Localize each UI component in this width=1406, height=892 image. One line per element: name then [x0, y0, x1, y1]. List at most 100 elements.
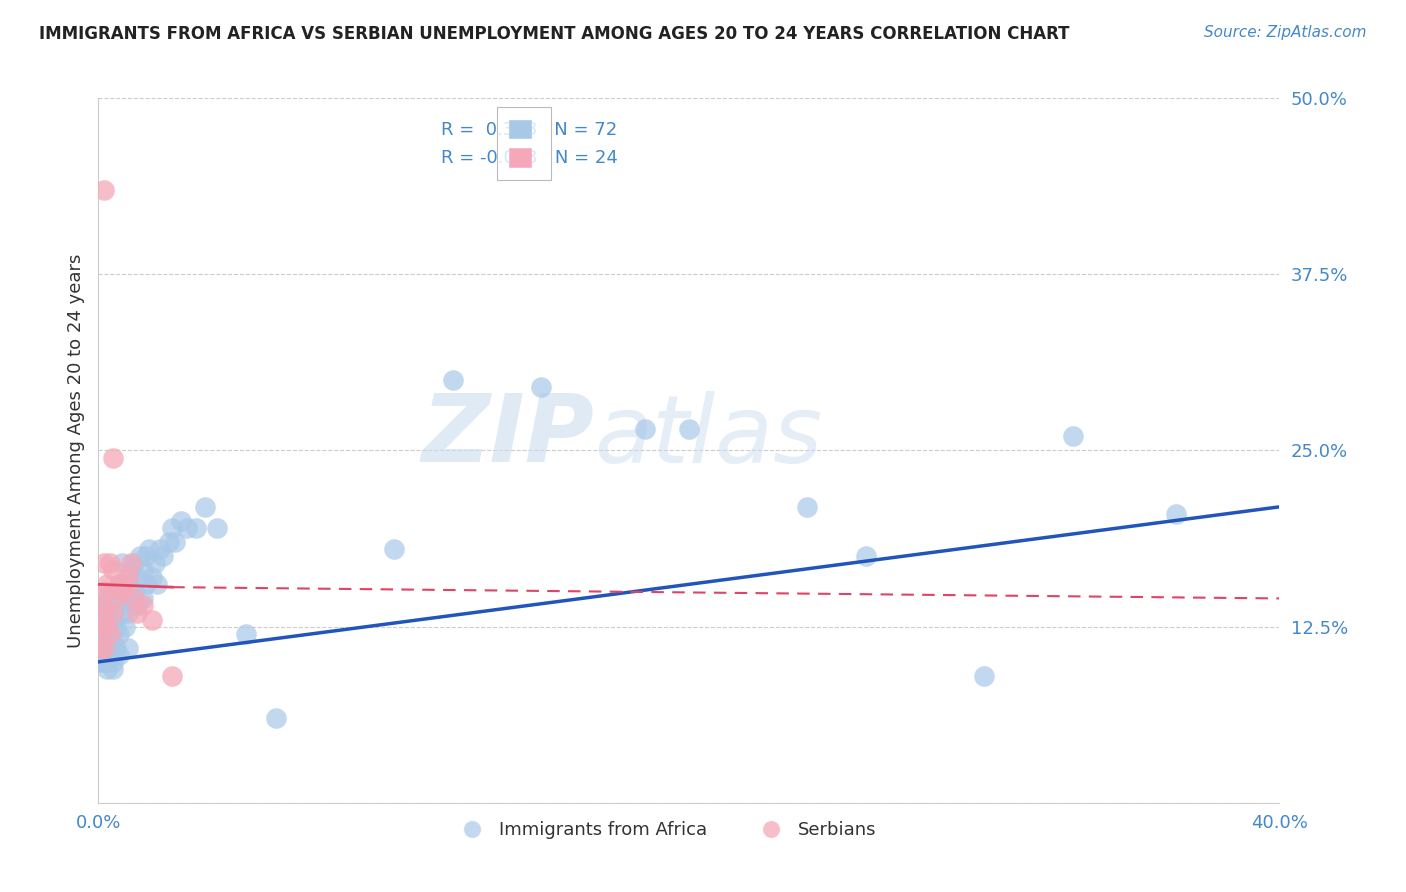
Point	[98, 619, 121, 633]
Point	[117, 606, 139, 620]
Point	[194, 500, 217, 514]
Point	[149, 542, 172, 557]
Point	[855, 549, 877, 564]
Point	[103, 584, 125, 599]
Point	[103, 606, 125, 620]
Text: Source: ZipAtlas.com: Source: ZipAtlas.com	[1204, 25, 1367, 40]
Point	[93, 556, 115, 570]
Point	[135, 577, 157, 591]
Point	[96, 619, 118, 633]
Point	[111, 556, 134, 570]
Point	[441, 373, 464, 387]
Point	[125, 599, 148, 613]
Point	[98, 640, 121, 655]
Text: atlas: atlas	[595, 391, 823, 482]
Point	[96, 613, 118, 627]
Point	[111, 577, 134, 591]
Text: ZIP: ZIP	[422, 391, 595, 483]
Point	[90, 633, 112, 648]
Point	[125, 570, 148, 584]
Point	[165, 535, 187, 549]
Point	[122, 591, 145, 606]
Point	[235, 626, 257, 640]
Point	[105, 591, 128, 606]
Point	[98, 599, 121, 613]
Point	[90, 599, 112, 613]
Point	[93, 584, 115, 599]
Point	[162, 521, 183, 535]
Point	[120, 563, 142, 577]
Point	[128, 549, 150, 564]
Point	[973, 669, 995, 683]
Point	[105, 640, 128, 655]
Point	[103, 655, 125, 669]
Point	[122, 584, 145, 599]
Point	[111, 584, 134, 599]
Point	[146, 577, 169, 591]
Point	[120, 556, 142, 570]
Point	[90, 613, 112, 627]
Text: IMMIGRANTS FROM AFRICA VS SERBIAN UNEMPLOYMENT AMONG AGES 20 TO 24 YEARS CORRELA: IMMIGRANTS FROM AFRICA VS SERBIAN UNEMPL…	[39, 25, 1070, 43]
Point	[96, 591, 118, 606]
Point	[125, 606, 148, 620]
Point	[205, 521, 228, 535]
Point	[93, 655, 115, 669]
Point	[170, 514, 193, 528]
Point	[96, 577, 118, 591]
Point	[103, 633, 125, 648]
Point	[114, 591, 136, 606]
Text: R =  0.368   N = 72: R = 0.368 N = 72	[441, 120, 617, 139]
Point	[382, 542, 405, 557]
Point	[98, 556, 121, 570]
Point	[98, 648, 121, 662]
Point	[93, 606, 115, 620]
Legend: Immigrants from Africa, Serbians: Immigrants from Africa, Serbians	[447, 814, 883, 847]
Point	[138, 542, 160, 557]
Point	[264, 711, 287, 725]
Point	[796, 500, 818, 514]
Point	[111, 606, 134, 620]
Point	[120, 591, 142, 606]
Point	[122, 556, 145, 570]
Point	[93, 640, 115, 655]
Point	[152, 549, 174, 564]
Point	[634, 422, 657, 436]
Point	[108, 648, 131, 662]
Point	[98, 626, 121, 640]
Point	[117, 570, 139, 584]
Point	[90, 640, 112, 655]
Y-axis label: Unemployment Among Ages 20 to 24 years: Unemployment Among Ages 20 to 24 years	[66, 253, 84, 648]
Point	[90, 655, 112, 669]
Point	[162, 669, 183, 683]
Point	[93, 619, 115, 633]
Point	[117, 640, 139, 655]
Point	[108, 577, 131, 591]
Point	[103, 613, 125, 627]
Point	[184, 521, 207, 535]
Point	[132, 591, 155, 606]
Point	[135, 549, 157, 564]
Point	[108, 626, 131, 640]
Point	[141, 613, 163, 627]
Point	[132, 563, 155, 577]
Point	[1062, 429, 1084, 443]
Point	[93, 640, 115, 655]
Point	[96, 662, 118, 676]
Point	[90, 619, 112, 633]
Point	[103, 450, 125, 465]
Text: R = -0.013   N = 24: R = -0.013 N = 24	[441, 149, 617, 167]
Point	[93, 599, 115, 613]
Point	[143, 556, 166, 570]
Point	[114, 619, 136, 633]
Point	[117, 577, 139, 591]
Point	[105, 619, 128, 633]
Point	[96, 633, 118, 648]
Point	[93, 183, 115, 197]
Point	[530, 380, 553, 394]
Point	[103, 563, 125, 577]
Point	[678, 422, 700, 436]
Point	[103, 662, 125, 676]
Point	[132, 599, 155, 613]
Point	[96, 655, 118, 669]
Point	[176, 521, 198, 535]
